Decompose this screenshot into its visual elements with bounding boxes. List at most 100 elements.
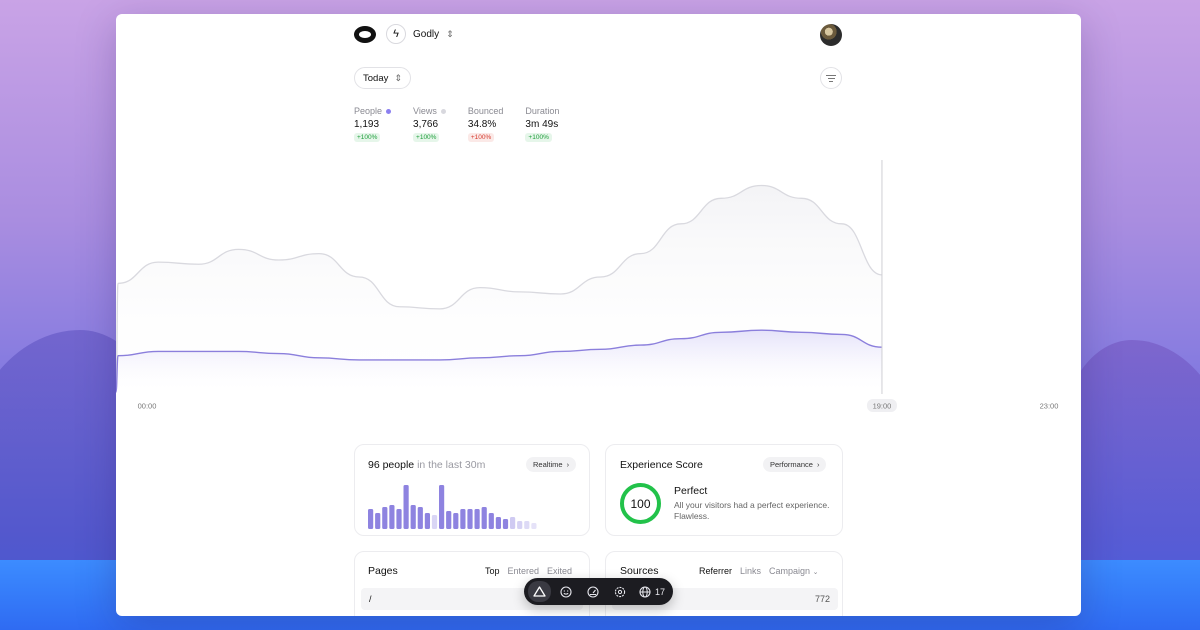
realtime-bar [396, 509, 402, 529]
avatar[interactable] [820, 24, 842, 46]
realtime-bar [502, 519, 509, 529]
realtime-bar [517, 521, 523, 529]
series-area [116, 330, 882, 394]
x-tick-label: 19:00 [873, 402, 892, 411]
realtime-bar [481, 507, 487, 529]
score-ring: 100 [620, 483, 661, 524]
ring-logo-icon[interactable] [354, 26, 376, 43]
realtime-count: 96 people [368, 459, 415, 471]
realtime-bar [382, 507, 388, 529]
site-name: Godly [413, 28, 440, 40]
series-dot [440, 108, 446, 114]
realtime-bars [368, 485, 537, 529]
tab-exited[interactable]: Exited [547, 566, 573, 576]
metric-duration[interactable]: Duration 3m 49s +100% [525, 106, 559, 142]
metric-people[interactable]: People 1,193 +100% [354, 106, 392, 142]
realtime-bar [389, 505, 395, 529]
realtime-bar [510, 517, 516, 529]
metric-label: Duration [525, 106, 560, 116]
experience-card: Experience Score Performance › 100 Perfe… [605, 444, 843, 536]
metric-label: Views [413, 106, 437, 116]
realtime-bar [531, 523, 537, 529]
date-range-label: Today [363, 72, 389, 84]
performance-button-label: Performance [770, 460, 813, 469]
score-description: All your visitors had a perfect experien… [674, 500, 830, 522]
sources-tabs: Referrer Links Campaign ⌄ [699, 566, 818, 576]
filter-button[interactable] [820, 67, 842, 89]
metric-delta: +100% [467, 133, 495, 142]
realtime-heading: 96 people in the last 30m [368, 459, 485, 471]
dock-globe-button[interactable]: 17 [635, 585, 669, 598]
realtime-bar [524, 521, 530, 529]
metric-bounced[interactable]: Bounced 34.8% +100% [467, 106, 504, 142]
filter-icon-line [827, 77, 835, 79]
metric-delta: +100% [354, 133, 381, 142]
source-value: 772 [814, 594, 830, 604]
traffic-chart[interactable]: 00:00 19:00 23:00 [116, 154, 1081, 419]
tab-campaign[interactable]: Campaign ⌄ [769, 566, 818, 576]
realtime-bar [446, 511, 452, 529]
page-path: / [369, 594, 372, 604]
smile-icon [560, 585, 572, 598]
tab-links[interactable]: Links [740, 566, 762, 576]
filter-icon-line [826, 74, 836, 76]
metric-delta: +100% [413, 133, 440, 142]
chevron-right-icon: › [566, 460, 570, 469]
series-line [116, 184, 883, 393]
updown-chevron-icon: ⇕ [446, 28, 454, 39]
metric-value: 3m 49s [525, 119, 559, 130]
updown-chevron-icon: ⇕ [394, 72, 402, 83]
realtime-button-label: Realtime [533, 460, 563, 469]
metrics-row: People 1,193 +100% Views 3,766 +100% Bou… [354, 106, 559, 142]
pages-title: Pages [368, 565, 398, 577]
metric-label: Bounced [467, 106, 504, 116]
dock-smile-button[interactable] [555, 581, 578, 602]
realtime-button[interactable]: Realtime › [526, 457, 577, 472]
sources-title: Sources [620, 565, 659, 577]
settings-icon [614, 586, 625, 597]
analytics-window: ϟ Godly ⇕ Today ⇕ People 1,193 +100% Vie… [116, 14, 1081, 616]
realtime-bar [488, 513, 494, 529]
globe-count: 17 [655, 586, 666, 597]
performance-button[interactable]: Performance › [763, 457, 827, 472]
tab-referrer[interactable]: Referrer [699, 566, 733, 576]
realtime-bar [474, 509, 480, 529]
realtime-suffix: in the last 30m [417, 459, 486, 471]
realtime-bar [417, 507, 423, 529]
date-range-button[interactable]: Today ⇕ [354, 67, 411, 89]
realtime-bar [375, 513, 381, 529]
metric-label-wrap: People [354, 106, 392, 116]
realtime-bar [368, 509, 374, 529]
experience-title: Experience Score [620, 459, 703, 471]
dock-gauge-button[interactable] [582, 581, 605, 602]
metric-label-wrap: Views [413, 106, 446, 116]
metric-views[interactable]: Views 3,766 +100% [413, 106, 446, 142]
realtime-bar [467, 509, 473, 529]
realtime-bar [460, 509, 466, 529]
current-time-badge [866, 399, 897, 412]
x-tick-label: 23:00 [1040, 402, 1059, 411]
metric-value: 1,193 [354, 119, 380, 130]
bolt-icon: ϟ [386, 24, 406, 44]
x-tick-label: 00:00 [138, 402, 157, 411]
tab-entered[interactable]: Entered [507, 566, 540, 576]
score-status: Perfect [674, 485, 708, 497]
realtime-card: 96 people in the last 30m Realtime › [354, 444, 590, 536]
realtime-bar [453, 513, 459, 529]
chart-icon [533, 586, 546, 597]
realtime-bar [403, 485, 409, 529]
realtime-bar [431, 515, 438, 529]
filter-icon-line [829, 80, 833, 82]
chevron-down-icon: ⌄ [812, 569, 819, 576]
realtime-bar [410, 505, 416, 529]
realtime-bar [495, 517, 501, 529]
bottom-dock: 17 [524, 578, 673, 605]
series-dot [386, 108, 392, 114]
dock-chart-button[interactable] [528, 581, 551, 602]
gauge-icon [587, 585, 599, 598]
tab-top[interactable]: Top [485, 566, 500, 576]
realtime-bar [439, 485, 445, 529]
site-switcher[interactable]: ϟ Godly ⇕ [386, 24, 454, 44]
dock-settings-button[interactable] [608, 581, 631, 602]
metric-value: 34.8% [467, 119, 497, 130]
